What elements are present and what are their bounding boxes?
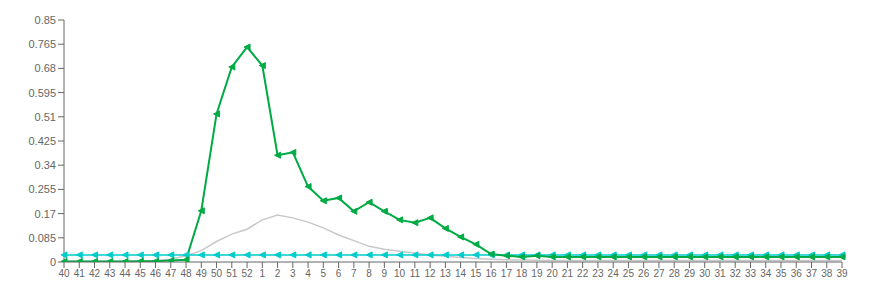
svg-text:7: 7 bbox=[351, 268, 357, 279]
svg-text:24: 24 bbox=[608, 268, 620, 279]
svg-text:50: 50 bbox=[211, 268, 223, 279]
svg-text:0.68: 0.68 bbox=[35, 62, 56, 74]
svg-text:49: 49 bbox=[196, 268, 208, 279]
svg-text:25: 25 bbox=[623, 268, 635, 279]
svg-text:12: 12 bbox=[425, 268, 437, 279]
svg-text:41: 41 bbox=[74, 268, 86, 279]
svg-text:6: 6 bbox=[336, 268, 342, 279]
svg-text:9: 9 bbox=[382, 268, 388, 279]
svg-text:43: 43 bbox=[104, 268, 116, 279]
svg-text:42: 42 bbox=[89, 268, 101, 279]
svg-text:4: 4 bbox=[305, 268, 311, 279]
svg-text:0: 0 bbox=[50, 256, 56, 268]
svg-text:46: 46 bbox=[150, 268, 162, 279]
svg-text:48: 48 bbox=[180, 268, 192, 279]
svg-text:35: 35 bbox=[775, 268, 787, 279]
svg-text:5: 5 bbox=[321, 268, 327, 279]
svg-text:8: 8 bbox=[366, 268, 372, 279]
svg-text:13: 13 bbox=[440, 268, 452, 279]
svg-text:3: 3 bbox=[290, 268, 296, 279]
svg-text:28: 28 bbox=[669, 268, 681, 279]
svg-text:33: 33 bbox=[745, 268, 757, 279]
svg-text:29: 29 bbox=[684, 268, 696, 279]
svg-text:30: 30 bbox=[699, 268, 711, 279]
svg-text:26: 26 bbox=[638, 268, 650, 279]
svg-text:38: 38 bbox=[821, 268, 833, 279]
svg-text:0.595: 0.595 bbox=[28, 87, 56, 99]
svg-text:34: 34 bbox=[760, 268, 772, 279]
svg-text:37: 37 bbox=[806, 268, 818, 279]
svg-text:32: 32 bbox=[730, 268, 742, 279]
svg-text:0.51: 0.51 bbox=[35, 111, 56, 123]
svg-text:2: 2 bbox=[275, 268, 281, 279]
svg-text:0.085: 0.085 bbox=[28, 232, 56, 244]
svg-text:19: 19 bbox=[531, 268, 543, 279]
svg-text:31: 31 bbox=[714, 268, 726, 279]
svg-text:0.765: 0.765 bbox=[28, 38, 56, 50]
svg-text:18: 18 bbox=[516, 268, 528, 279]
svg-text:20: 20 bbox=[547, 268, 559, 279]
svg-text:21: 21 bbox=[562, 268, 574, 279]
svg-text:22: 22 bbox=[577, 268, 589, 279]
svg-text:45: 45 bbox=[135, 268, 147, 279]
svg-text:23: 23 bbox=[592, 268, 604, 279]
svg-text:0.255: 0.255 bbox=[28, 183, 56, 195]
svg-text:0.17: 0.17 bbox=[35, 208, 56, 220]
svg-text:44: 44 bbox=[119, 268, 131, 279]
svg-text:1: 1 bbox=[260, 268, 266, 279]
svg-text:47: 47 bbox=[165, 268, 177, 279]
svg-text:11: 11 bbox=[410, 268, 421, 279]
svg-text:17: 17 bbox=[501, 268, 513, 279]
svg-text:51: 51 bbox=[226, 268, 238, 279]
svg-text:39: 39 bbox=[836, 268, 848, 279]
svg-text:10: 10 bbox=[394, 268, 406, 279]
svg-text:16: 16 bbox=[486, 268, 498, 279]
svg-text:0.34: 0.34 bbox=[35, 159, 56, 171]
svg-text:27: 27 bbox=[653, 268, 665, 279]
svg-text:40: 40 bbox=[58, 268, 70, 279]
svg-text:15: 15 bbox=[470, 268, 482, 279]
svg-text:0.85: 0.85 bbox=[35, 14, 56, 26]
svg-text:14: 14 bbox=[455, 268, 467, 279]
svg-text:0.425: 0.425 bbox=[28, 135, 56, 147]
svg-text:36: 36 bbox=[791, 268, 803, 279]
svg-text:52: 52 bbox=[241, 268, 253, 279]
